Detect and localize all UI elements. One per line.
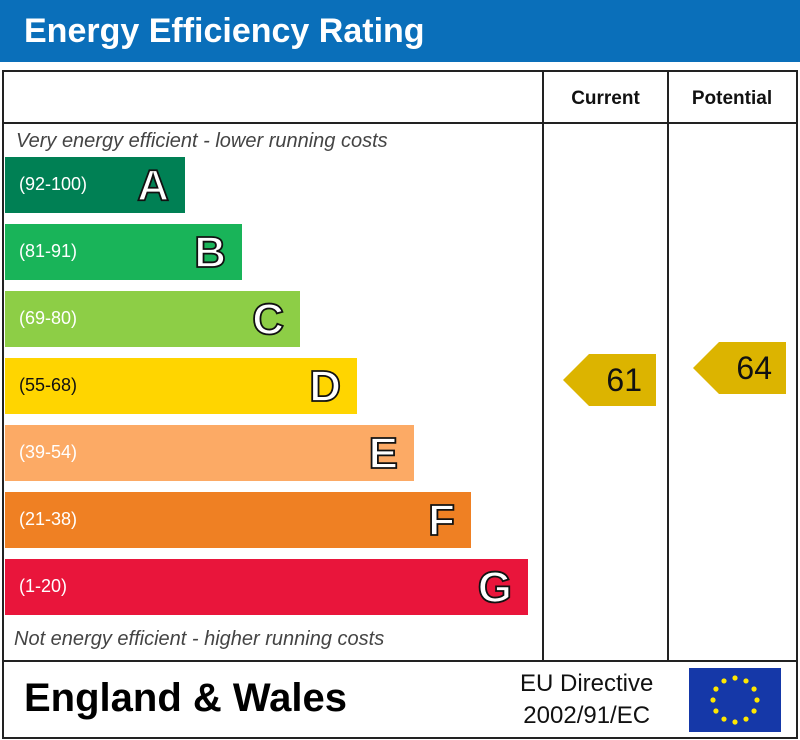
potential-rating-value: 64 bbox=[736, 350, 772, 386]
band-range: (69-80) bbox=[19, 308, 78, 328]
eu-star-icon bbox=[721, 716, 727, 722]
eu-star-icon bbox=[713, 686, 719, 692]
band-range: (92-100) bbox=[19, 174, 88, 194]
potential-column-header: Potential bbox=[691, 88, 773, 109]
band-f: (21-38) F bbox=[5, 492, 471, 548]
eu-star-icon bbox=[713, 708, 719, 714]
country-label: England & Wales bbox=[24, 676, 348, 720]
bottom-note: Not energy efficient - higher running co… bbox=[14, 628, 385, 650]
footer-divider bbox=[2, 660, 798, 662]
eu-star-icon bbox=[754, 697, 760, 703]
directive-line2: 2002/91/EC bbox=[523, 702, 651, 729]
band-a: (92-100) A bbox=[5, 157, 185, 213]
band-range: (21-38) bbox=[19, 509, 78, 529]
eu-star-icon bbox=[721, 678, 727, 684]
potential-arrow-shape bbox=[693, 342, 786, 394]
band-letter: E bbox=[368, 428, 399, 479]
rating-frame bbox=[2, 70, 798, 739]
band-range: (81-91) bbox=[19, 241, 78, 261]
header-divider bbox=[2, 122, 798, 124]
band-d: (55-68) D bbox=[5, 358, 357, 414]
eu-directive: EU Directive 2002/91/EC bbox=[520, 668, 653, 732]
band-letter: G bbox=[477, 562, 513, 613]
current-column-header: Current bbox=[571, 88, 640, 109]
column-divider bbox=[542, 70, 544, 662]
eu-star-icon bbox=[743, 678, 749, 684]
chart-title: Energy Efficiency Rating bbox=[24, 12, 425, 50]
band-letter: A bbox=[136, 160, 170, 211]
band-letter: D bbox=[308, 361, 342, 412]
current-rating-arrow: 61 bbox=[563, 354, 656, 406]
band-range: (55-68) bbox=[19, 375, 78, 395]
eu-star-icon bbox=[751, 708, 757, 714]
band-range: (39-54) bbox=[19, 442, 78, 462]
top-note: Very energy efficient - lower running co… bbox=[16, 130, 388, 152]
band-b: (81-91) B bbox=[5, 224, 242, 280]
band-letter: F bbox=[427, 495, 456, 546]
eu-star-icon bbox=[743, 716, 749, 722]
column-divider bbox=[667, 70, 669, 662]
directive-line1: EU Directive bbox=[520, 670, 654, 697]
eu-flag-icon bbox=[689, 668, 781, 732]
eu-star-icon bbox=[732, 675, 738, 681]
potential-rating-arrow: 64 bbox=[693, 342, 786, 394]
band-c: (69-80) C bbox=[5, 291, 300, 347]
band-e: (39-54) E bbox=[5, 425, 414, 481]
band-g: (1-20) G bbox=[5, 559, 528, 615]
eu-star-icon bbox=[732, 719, 738, 725]
eu-star-icon bbox=[751, 686, 757, 692]
current-arrow-shape bbox=[563, 354, 656, 406]
title-bar bbox=[0, 0, 800, 62]
band-letter: C bbox=[251, 294, 285, 345]
band-letter: B bbox=[193, 227, 227, 278]
current-rating-value: 61 bbox=[606, 362, 642, 398]
eu-star-icon bbox=[710, 697, 716, 703]
band-range: (1-20) bbox=[19, 576, 68, 596]
